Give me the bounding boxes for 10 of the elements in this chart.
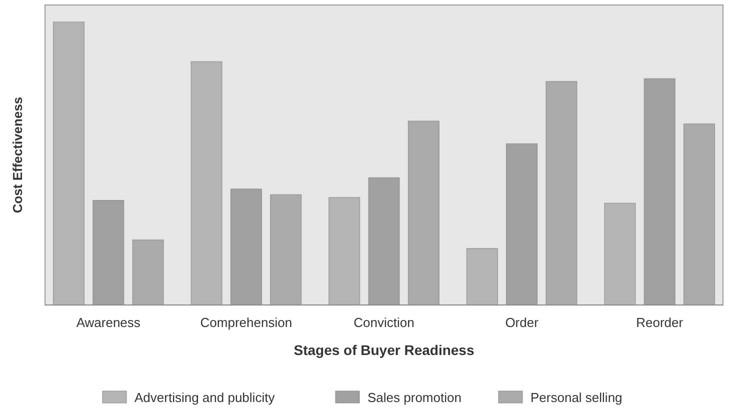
- legend-label: Sales promotion: [368, 390, 462, 405]
- x-axis-title: Stages of Buyer Readiness: [294, 342, 474, 358]
- x-tick-label: Conviction: [354, 315, 414, 330]
- x-tick-label: Order: [505, 315, 540, 330]
- x-tick-label: Awareness: [76, 315, 141, 330]
- legend-label: Personal selling: [530, 390, 622, 405]
- x-tick-label: Comprehension: [200, 315, 292, 330]
- legend-label: Advertising and publicity: [134, 390, 276, 405]
- y-axis-title: Cost Effectiveness: [10, 96, 25, 214]
- x-tick-label: Reorder: [636, 315, 684, 330]
